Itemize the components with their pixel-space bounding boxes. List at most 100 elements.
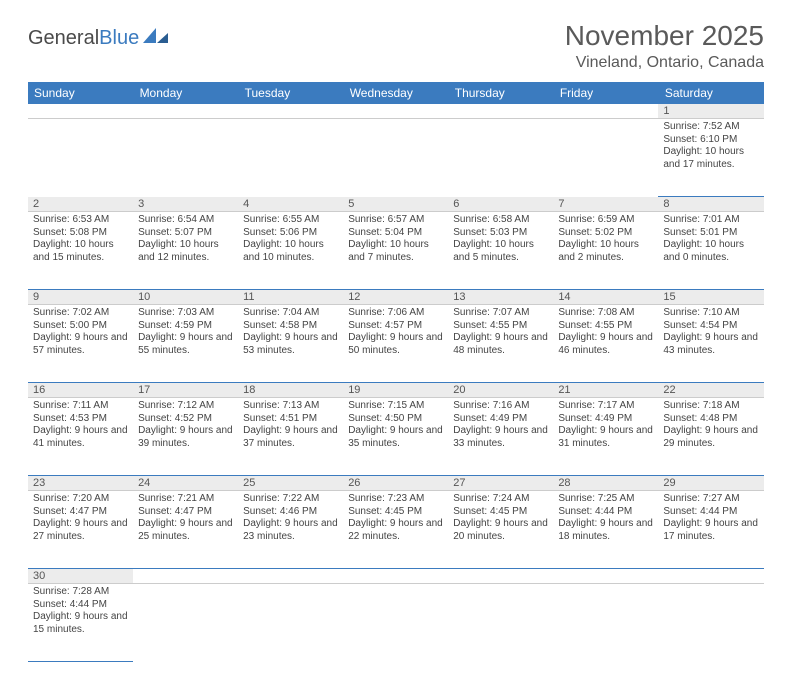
daylight-line: Daylight: 9 hours and 46 minutes.: [558, 332, 653, 357]
daylight-line: Daylight: 10 hours and 17 minutes.: [663, 146, 758, 171]
day-cell: [448, 119, 553, 197]
sunset-line: Sunset: 4:52 PM: [138, 413, 233, 426]
day-cell: Sunrise: 7:07 AMSunset: 4:55 PMDaylight:…: [448, 305, 553, 383]
day-number-cell: 24: [133, 476, 238, 491]
weekday-header: Saturday: [658, 82, 763, 104]
logo-sail-icon: [143, 26, 169, 50]
day-number-row: 2345678: [28, 197, 764, 212]
day-cell: [553, 119, 658, 197]
sunset-line: Sunset: 4:55 PM: [558, 320, 653, 333]
day-number-cell: [448, 104, 553, 119]
day-number-cell: [658, 569, 763, 584]
logo: GeneralBlue: [28, 20, 169, 50]
sunset-line: Sunset: 4:48 PM: [663, 413, 758, 426]
sunset-line: Sunset: 4:57 PM: [348, 320, 443, 333]
daylight-line: Daylight: 10 hours and 2 minutes.: [558, 239, 653, 264]
day-number-cell: [553, 569, 658, 584]
sunset-line: Sunset: 4:53 PM: [33, 413, 128, 426]
day-cell: [343, 584, 448, 662]
sunset-line: Sunset: 4:44 PM: [33, 599, 128, 612]
day-cell: Sunrise: 7:17 AMSunset: 4:49 PMDaylight:…: [553, 398, 658, 476]
day-number-cell: 9: [28, 290, 133, 305]
day-cell: Sunrise: 7:28 AMSunset: 4:44 PMDaylight:…: [28, 584, 133, 662]
sunset-line: Sunset: 4:58 PM: [243, 320, 338, 333]
day-number-row: 30: [28, 569, 764, 584]
day-cell: [133, 119, 238, 197]
day-number-row: 23242526272829: [28, 476, 764, 491]
day-cell: Sunrise: 7:18 AMSunset: 4:48 PMDaylight:…: [658, 398, 763, 476]
day-number-cell: 27: [448, 476, 553, 491]
daylight-line: Daylight: 9 hours and 43 minutes.: [663, 332, 758, 357]
sunrise-line: Sunrise: 7:22 AM: [243, 493, 338, 506]
daylight-line: Daylight: 9 hours and 17 minutes.: [663, 518, 758, 543]
week-row: Sunrise: 7:11 AMSunset: 4:53 PMDaylight:…: [28, 398, 764, 476]
daylight-line: Daylight: 10 hours and 5 minutes.: [453, 239, 548, 264]
sunrise-line: Sunrise: 7:03 AM: [138, 307, 233, 320]
day-number-cell: 5: [343, 197, 448, 212]
daylight-line: Daylight: 9 hours and 39 minutes.: [138, 425, 233, 450]
calendar-body: 1Sunrise: 7:52 AMSunset: 6:10 PMDaylight…: [28, 104, 764, 662]
sunrise-line: Sunrise: 7:13 AM: [243, 400, 338, 413]
day-number-row: 9101112131415: [28, 290, 764, 305]
day-number-cell: [238, 569, 343, 584]
day-number-cell: 20: [448, 383, 553, 398]
day-number-cell: [448, 569, 553, 584]
day-number-cell: 7: [553, 197, 658, 212]
sunrise-line: Sunrise: 6:54 AM: [138, 214, 233, 227]
day-number-cell: 30: [28, 569, 133, 584]
sunrise-line: Sunrise: 7:25 AM: [558, 493, 653, 506]
sunrise-line: Sunrise: 7:27 AM: [663, 493, 758, 506]
day-number-cell: [133, 569, 238, 584]
sunrise-line: Sunrise: 7:24 AM: [453, 493, 548, 506]
day-number-cell: [238, 104, 343, 119]
month-title: November 2025: [565, 20, 764, 52]
daylight-line: Daylight: 10 hours and 12 minutes.: [138, 239, 233, 264]
day-number-cell: 21: [553, 383, 658, 398]
weekday-header: Monday: [133, 82, 238, 104]
day-cell: Sunrise: 7:23 AMSunset: 4:45 PMDaylight:…: [343, 491, 448, 569]
day-cell: Sunrise: 6:58 AMSunset: 5:03 PMDaylight:…: [448, 212, 553, 290]
sunrise-line: Sunrise: 7:04 AM: [243, 307, 338, 320]
weekday-header: Tuesday: [238, 82, 343, 104]
day-number-cell: [553, 104, 658, 119]
day-cell: Sunrise: 7:11 AMSunset: 4:53 PMDaylight:…: [28, 398, 133, 476]
daylight-line: Daylight: 10 hours and 10 minutes.: [243, 239, 338, 264]
day-cell: [238, 119, 343, 197]
day-number-cell: 18: [238, 383, 343, 398]
sunrise-line: Sunrise: 6:55 AM: [243, 214, 338, 227]
day-number-cell: 22: [658, 383, 763, 398]
sunrise-line: Sunrise: 7:23 AM: [348, 493, 443, 506]
sunset-line: Sunset: 4:55 PM: [453, 320, 548, 333]
day-cell: Sunrise: 7:15 AMSunset: 4:50 PMDaylight:…: [343, 398, 448, 476]
calendar-table: SundayMondayTuesdayWednesdayThursdayFrid…: [28, 82, 764, 662]
day-number-cell: 6: [448, 197, 553, 212]
location: Vineland, Ontario, Canada: [565, 54, 764, 72]
sunset-line: Sunset: 6:10 PM: [663, 134, 758, 147]
title-block: November 2025 Vineland, Ontario, Canada: [565, 20, 764, 72]
day-cell: Sunrise: 7:06 AMSunset: 4:57 PMDaylight:…: [343, 305, 448, 383]
day-number-row: 16171819202122: [28, 383, 764, 398]
week-row: Sunrise: 6:53 AMSunset: 5:08 PMDaylight:…: [28, 212, 764, 290]
day-number-cell: [133, 104, 238, 119]
day-number-cell: 4: [238, 197, 343, 212]
sunset-line: Sunset: 4:46 PM: [243, 506, 338, 519]
sunrise-line: Sunrise: 7:18 AM: [663, 400, 758, 413]
day-cell: Sunrise: 7:08 AMSunset: 4:55 PMDaylight:…: [553, 305, 658, 383]
sunrise-line: Sunrise: 7:15 AM: [348, 400, 443, 413]
day-number-cell: 25: [238, 476, 343, 491]
day-number-cell: 29: [658, 476, 763, 491]
daylight-line: Daylight: 9 hours and 22 minutes.: [348, 518, 443, 543]
daylight-line: Daylight: 9 hours and 33 minutes.: [453, 425, 548, 450]
sunset-line: Sunset: 4:47 PM: [33, 506, 128, 519]
day-number-cell: [28, 104, 133, 119]
weekday-header: Thursday: [448, 82, 553, 104]
sunset-line: Sunset: 5:08 PM: [33, 227, 128, 240]
daylight-line: Daylight: 9 hours and 23 minutes.: [243, 518, 338, 543]
day-number-cell: 1: [658, 104, 763, 119]
weekday-header-row: SundayMondayTuesdayWednesdayThursdayFrid…: [28, 82, 764, 104]
day-number-cell: 10: [133, 290, 238, 305]
day-cell: Sunrise: 7:12 AMSunset: 4:52 PMDaylight:…: [133, 398, 238, 476]
sunset-line: Sunset: 5:04 PM: [348, 227, 443, 240]
day-number-cell: 2: [28, 197, 133, 212]
daylight-line: Daylight: 9 hours and 50 minutes.: [348, 332, 443, 357]
